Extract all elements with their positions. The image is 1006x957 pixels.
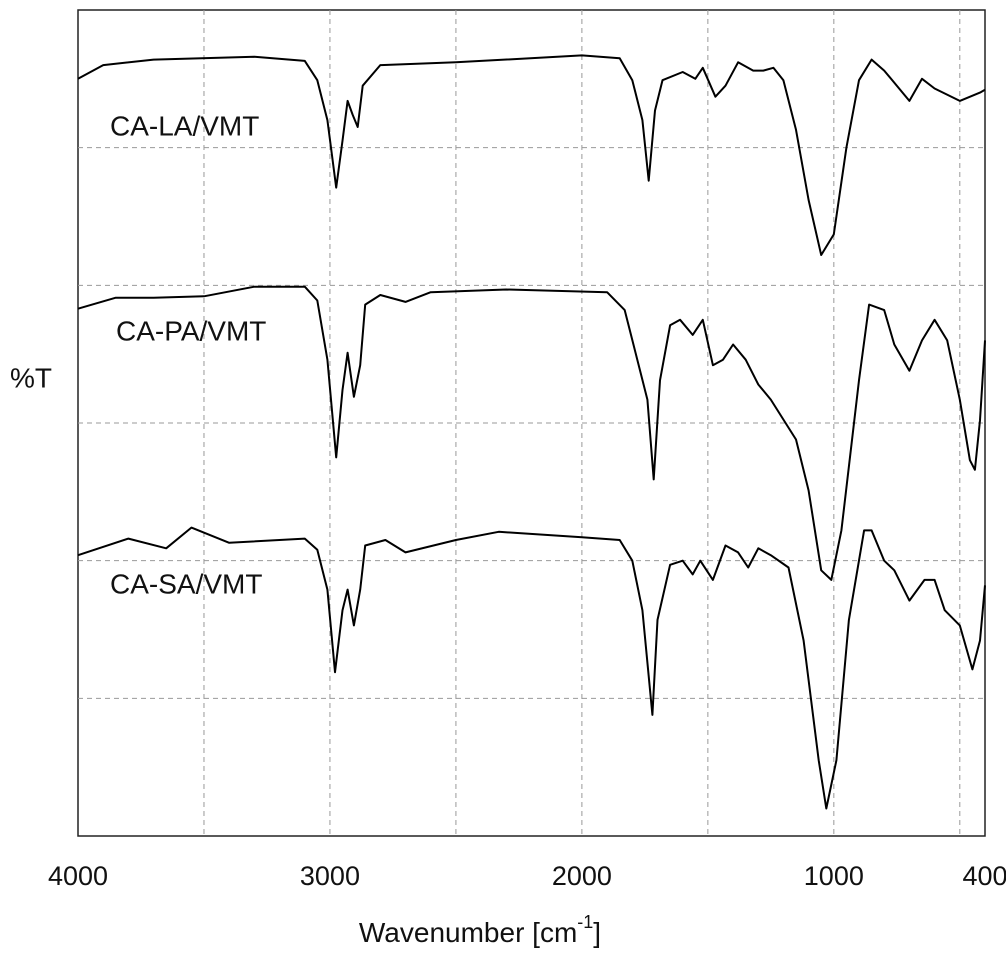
spectrum-line [77, 54, 986, 256]
x-tick-label: 3000 [300, 861, 360, 891]
x-tick-label: 2000 [552, 861, 612, 891]
series-label: CA-SA/VMT [110, 568, 262, 599]
spectrum-line [77, 526, 986, 810]
x-tick-label: 4000 [48, 861, 108, 891]
x-tick-label: 400 [962, 861, 1006, 891]
x-axis-label: Wavenumber [cm-1] [359, 912, 601, 949]
series-label: CA-LA/VMT [110, 110, 259, 141]
y-axis-label: %T [10, 362, 52, 393]
spectrum-line [77, 285, 986, 581]
x-axis-label-main: Wavenumber [cm [359, 917, 577, 948]
series-label: CA-PA/VMT [116, 315, 266, 346]
x-axis-label-end: ] [593, 917, 601, 948]
x-axis-label-sup: -1 [577, 912, 593, 932]
x-tick-label: 1000 [804, 861, 864, 891]
